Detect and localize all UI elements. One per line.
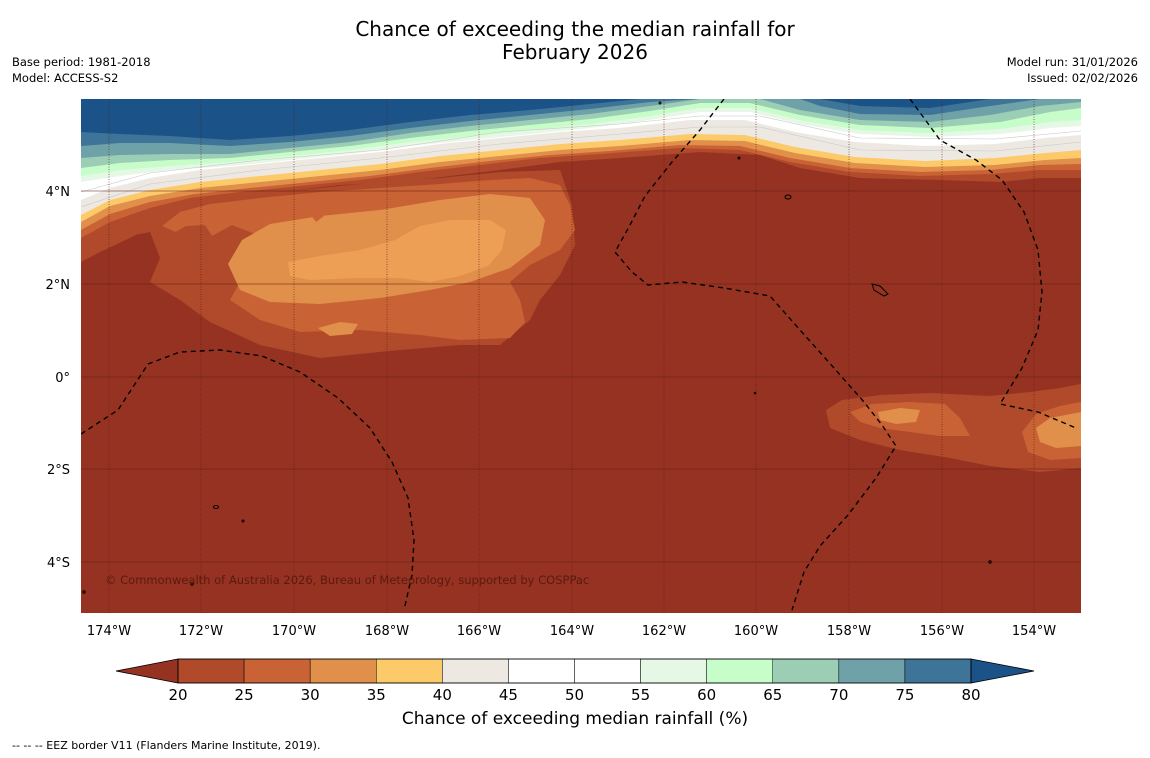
colorbar-cell [508,658,575,684]
issued-date: Issued: 02/02/2026 [1027,71,1138,85]
lon-label: 156°W [920,624,964,639]
model-name: Model: ACCESS-S2 [12,71,119,85]
lat-label: 4°S [47,556,70,571]
contour-25-30-spot [310,208,324,222]
lon-label: 168°W [365,624,409,639]
colorbar-ticks: 20 25 30 35 40 45 50 55 60 65 70 75 80 [168,686,980,704]
colorbar-tick-label: 55 [631,686,650,704]
contour-35-40-blob [288,220,506,282]
colorbar-tick-label: 80 [961,686,980,704]
lat-label: 2°N [46,278,71,293]
contour-above-80-top [81,99,990,140]
colorbar-cell [442,658,509,684]
colorbar-cell [177,658,245,684]
contour-20-25-inner [162,225,212,276]
colorbar-tick-label: 30 [301,686,320,704]
map-title: Chance of exceeding the median rainfall … [0,18,1150,64]
lon-label: 164°W [550,624,594,639]
colorbar-tick-label: 35 [367,686,386,704]
copyright-notice: © Commonwealth of Australia 2026, Bureau… [105,573,589,587]
islands [82,101,992,594]
lon-labels: 174°W 172°W 170°W 168°W 166°W 164°W 162°… [87,624,1056,639]
lon-label: 160°W [734,624,778,639]
map-contours: © Commonwealth of Australia 2026, Bureau… [81,99,1081,613]
lat-label: 0° [55,371,70,386]
contour-lines-top [81,115,1081,208]
colorbar-cell [376,658,443,684]
grid-lat-lines [81,190,1081,563]
lat-labels: 4°N 2°N 0° 2°S 4°S [46,185,71,571]
lon-label: 162°W [642,624,686,639]
colorbar-tick-label: 65 [763,686,782,704]
eez-legend: -- -- -- EEZ border V11 (Flanders Marine… [12,739,321,752]
title-line-1: Chance of exceeding the median rainfall … [355,17,795,41]
colorbar-frame [177,658,972,684]
eez-borders [81,99,1077,611]
lon-label: 154°W [1012,624,1056,639]
colorbar-tick-label: 45 [499,686,518,704]
meta-left: Base period: 1981-2018 Model: ACCESS-S2 [12,54,151,86]
lat-label: 2°S [47,463,70,478]
colorbar-tick-label: 70 [829,686,848,704]
model-run: Model run: 31/01/2026 [1006,55,1138,69]
colorbar-tick-label: 20 [168,686,187,704]
colorbar-tick-label: 60 [697,686,716,704]
colorbar-cell [838,658,906,684]
colorbar-tick-label: 40 [433,686,452,704]
lat-label: 4°N [46,185,71,200]
grid-lines [108,99,1035,613]
colorbar-title: Chance of exceeding median rainfall (%) [401,709,749,729]
colorbar-cell [574,658,641,684]
colorbar-cells [177,658,972,684]
lon-label: 174°W [87,624,131,639]
colorbar-tick-label: 50 [565,686,584,704]
lon-label: 166°W [457,624,501,639]
contour-30-35-right [878,408,1081,448]
colorbar-extend-high [970,658,1035,684]
colorbar-tick-label: 25 [235,686,254,704]
colorbar: 20 25 30 35 40 45 50 55 60 65 70 75 80 [115,658,1035,704]
colorbar-cell [706,658,774,684]
colorbar-cell [772,658,840,684]
colorbar-cell [243,658,311,684]
title-line-2: February 2026 [502,40,648,64]
lon-label: 170°W [272,624,316,639]
colorbar-cell [309,658,377,684]
base-period: Base period: 1981-2018 [12,55,151,69]
meta-right: Model run: 31/01/2026 Issued: 02/02/2026 [1007,54,1138,86]
lon-label: 158°W [827,624,871,639]
colorbar-cell [640,658,707,684]
lon-label: 172°W [179,624,223,639]
colorbar-cell [904,658,972,684]
colorbar-extend-low [115,658,179,684]
colorbar-tick-label: 75 [895,686,914,704]
